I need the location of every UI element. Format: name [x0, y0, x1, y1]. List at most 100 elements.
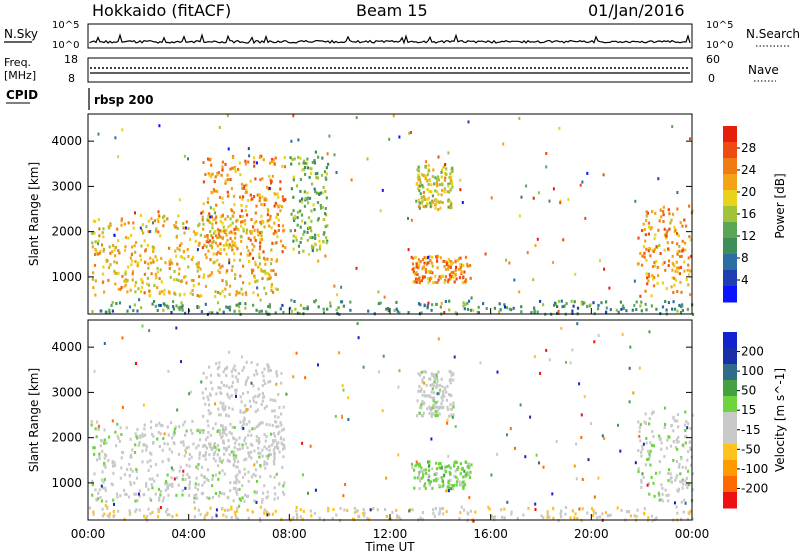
heatmap-cell: [230, 505, 233, 509]
heatmap-cell: [154, 276, 157, 280]
heatmap-cell: [128, 511, 132, 515]
heatmap-cell: [260, 269, 263, 273]
heatmap-cell: [304, 376, 307, 380]
heatmap-cell: [271, 423, 274, 427]
heatmap-cell: [141, 460, 144, 464]
heatmap-cell: [234, 388, 237, 392]
heatmap-cell: [92, 512, 95, 516]
heatmap-cell: [243, 416, 246, 420]
heatmap-cell: [221, 196, 224, 200]
heatmap-cell: [170, 436, 174, 440]
heatmap-cell: [265, 404, 268, 408]
heatmap-cell: [251, 230, 254, 234]
heatmap-cell: [619, 300, 622, 304]
heatmap-cell: [689, 440, 692, 444]
heatmap-cell: [255, 219, 258, 223]
heatmap-cell: [608, 286, 611, 290]
heatmap-cell: [251, 427, 254, 431]
heatmap-cell: [686, 458, 689, 462]
heatmap-cell: [265, 454, 268, 458]
heatmap-cell: [292, 247, 295, 251]
heatmap-cell: [676, 309, 679, 313]
heatmap-cell: [123, 517, 126, 521]
heatmap-cell: [681, 465, 684, 469]
heatmap-cell: [222, 310, 225, 314]
heatmap-cell: [180, 279, 184, 283]
heatmap-cell: [485, 307, 488, 310]
heatmap-cell: [252, 291, 255, 295]
heatmap-cell: [134, 492, 137, 496]
heatmap-cell: [640, 309, 643, 313]
heatmap-cell: [444, 386, 447, 390]
heatmap-cell: [453, 280, 456, 284]
heatmap-cell: [137, 287, 140, 291]
heatmap-cell: [444, 275, 447, 279]
heatmap-cell: [304, 197, 307, 201]
heatmap-cell: [418, 184, 422, 188]
heatmap-cell: [423, 394, 426, 398]
heatmap-cell: [673, 225, 676, 229]
heatmap-cell: [201, 492, 205, 496]
heatmap-cell: [341, 414, 343, 418]
heatmap-cell: [244, 436, 247, 440]
heatmap-cell: [686, 482, 689, 486]
heatmap-cell: [662, 210, 665, 213]
heatmap-cell: [168, 267, 171, 270]
heatmap-cell: [233, 228, 236, 231]
heatmap-cell: [420, 196, 423, 200]
heatmap-cell: [437, 178, 440, 182]
heatmap-cell: [229, 223, 232, 227]
heatmap-cell: [686, 426, 689, 430]
heatmap-cell: [437, 192, 440, 196]
heatmap-cell: [203, 516, 206, 520]
heatmap-cell: [90, 423, 93, 427]
heatmap-cell: [151, 245, 154, 249]
heatmap-cell: [129, 483, 132, 487]
heatmap-cell: [512, 306, 515, 310]
heatmap-cell: [197, 444, 200, 448]
heatmap-cell: [552, 261, 555, 264]
heatmap-cell: [253, 449, 256, 453]
heatmap-cell: [261, 399, 264, 403]
heatmap-cell: [677, 234, 680, 238]
heatmap-cell: [221, 434, 224, 438]
heatmap-cell: [183, 420, 186, 424]
heatmap-cell: [272, 439, 275, 443]
heatmap-cell: [434, 176, 437, 180]
heatmap-cell: [114, 282, 117, 286]
heatmap-cell: [154, 255, 157, 259]
heatmap-cell: [213, 180, 216, 184]
heatmap-cell: [253, 221, 256, 225]
heatmap-cell: [423, 484, 426, 488]
heatmap-cell: [141, 432, 144, 436]
heatmap-cell: [609, 308, 612, 312]
heatmap-cell: [104, 504, 107, 507]
heatmap-cell: [645, 210, 648, 214]
heatmap-cell: [514, 446, 516, 450]
heatmap-cell: [242, 195, 245, 199]
heatmap-cell: [432, 399, 435, 403]
heatmap-cell: [367, 309, 370, 313]
heatmap-cell: [200, 294, 203, 298]
heatmap-cell: [115, 492, 119, 496]
heatmap-cell: [256, 279, 259, 283]
heatmap-cell: [417, 165, 420, 169]
heatmap-cell: [212, 207, 215, 211]
heatmap-cell: [300, 213, 304, 217]
heatmap-cell: [321, 173, 324, 177]
heatmap-cell: [198, 275, 201, 279]
heatmap-cell: [593, 495, 596, 499]
heatmap-cell: [437, 392, 441, 396]
heatmap-cell: [228, 406, 231, 410]
heatmap-cell: [454, 469, 457, 473]
heatmap-cell: [195, 446, 198, 450]
heatmap-cell: [675, 505, 678, 509]
heatmap-cell: [643, 255, 646, 259]
heatmap-cell: [239, 214, 242, 218]
heatmap-cell: [218, 491, 221, 495]
heatmap-cell: [215, 392, 218, 396]
heatmap-cell: [347, 418, 350, 421]
heatmap-cell: [210, 381, 213, 385]
heatmap-cell: [267, 365, 271, 369]
